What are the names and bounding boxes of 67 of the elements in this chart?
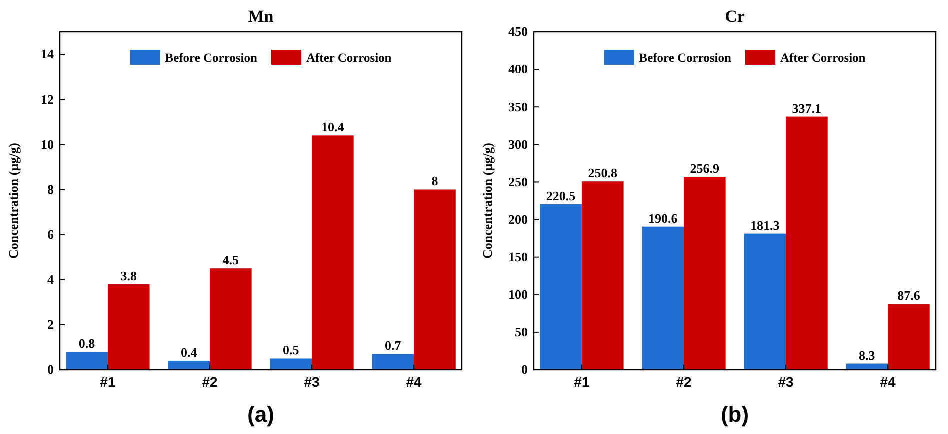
y-tick-label: 250 xyxy=(508,174,528,190)
y-tick-label: 2 xyxy=(48,317,54,332)
legend-label: Before Corrosion xyxy=(639,51,732,65)
legend-label: Before Corrosion xyxy=(165,51,258,65)
y-tick-label: 350 xyxy=(508,99,528,114)
text: (a) xyxy=(248,402,274,427)
bar xyxy=(168,360,210,370)
y-tick-label: 300 xyxy=(508,136,528,152)
bar xyxy=(108,284,150,370)
y-tick-label: 400 xyxy=(508,62,528,77)
x-tick-label: #4 xyxy=(406,374,422,390)
data-label: 190.6 xyxy=(648,210,678,226)
bar xyxy=(744,234,786,370)
x-tick-label: #3 xyxy=(778,374,794,390)
y-tick-label: 12 xyxy=(41,92,54,107)
data-label: 181.3 xyxy=(750,218,780,233)
data-label: 3.8 xyxy=(120,268,138,284)
data-label: 0.4 xyxy=(180,344,198,360)
y-tick-label: 0 xyxy=(522,362,528,378)
x-tick-label: #3 xyxy=(304,374,320,390)
data-label: 250.8 xyxy=(588,166,618,181)
y-tick-label: 0 xyxy=(48,362,54,378)
x-tick-label: #2 xyxy=(202,374,218,390)
bar xyxy=(312,136,354,370)
legend-label: After Corrosion xyxy=(306,51,392,65)
bar xyxy=(684,177,726,370)
chart-title: Cr xyxy=(725,7,746,26)
data-label: 10.4 xyxy=(322,120,345,135)
y-tick-label: 200 xyxy=(508,212,528,227)
data-label: 256.9 xyxy=(690,161,720,176)
data-label: 8.3 xyxy=(859,348,876,363)
bar xyxy=(642,226,684,370)
y-axis-title: Concentration (μg/g) xyxy=(6,142,21,260)
data-label: 8 xyxy=(432,174,439,189)
x-tick-label: #4 xyxy=(880,374,896,390)
y-tick-label: 10 xyxy=(41,136,54,152)
bar xyxy=(372,354,414,370)
bar xyxy=(414,190,456,370)
y-tick-label: 100 xyxy=(508,287,528,302)
y-tick-label: 14 xyxy=(41,46,54,62)
chart-title: Mn xyxy=(248,7,274,26)
y-tick-label: 50 xyxy=(515,324,528,340)
data-label: 87.6 xyxy=(898,288,921,304)
bar xyxy=(582,182,624,370)
y-tick-label: 8 xyxy=(48,182,54,197)
bar xyxy=(210,268,252,370)
y-tick-label: 150 xyxy=(508,249,528,264)
y-tick-label: 6 xyxy=(48,226,54,242)
y-axis-title: Concentration (μg/g) xyxy=(480,142,495,260)
y-tick-label: 4 xyxy=(48,272,54,288)
bar xyxy=(888,304,930,370)
bar xyxy=(270,358,312,370)
bar xyxy=(540,204,582,370)
bar xyxy=(66,352,108,370)
data-label: 0.7 xyxy=(385,338,402,354)
data-label: 337.1 xyxy=(792,100,822,116)
data-label: 4.5 xyxy=(222,252,240,268)
x-tick-label: #2 xyxy=(676,374,692,390)
data-label: 0.8 xyxy=(78,336,96,351)
x-tick-label: #1 xyxy=(574,374,590,390)
data-label: 220.5 xyxy=(546,188,576,204)
bar xyxy=(786,116,828,370)
x-tick-label: #1 xyxy=(100,374,116,390)
data-label: 0.5 xyxy=(282,342,300,358)
text: (b) xyxy=(720,402,750,427)
y-tick-label: 450 xyxy=(508,24,528,40)
legend-label: After Corrosion xyxy=(780,51,866,65)
